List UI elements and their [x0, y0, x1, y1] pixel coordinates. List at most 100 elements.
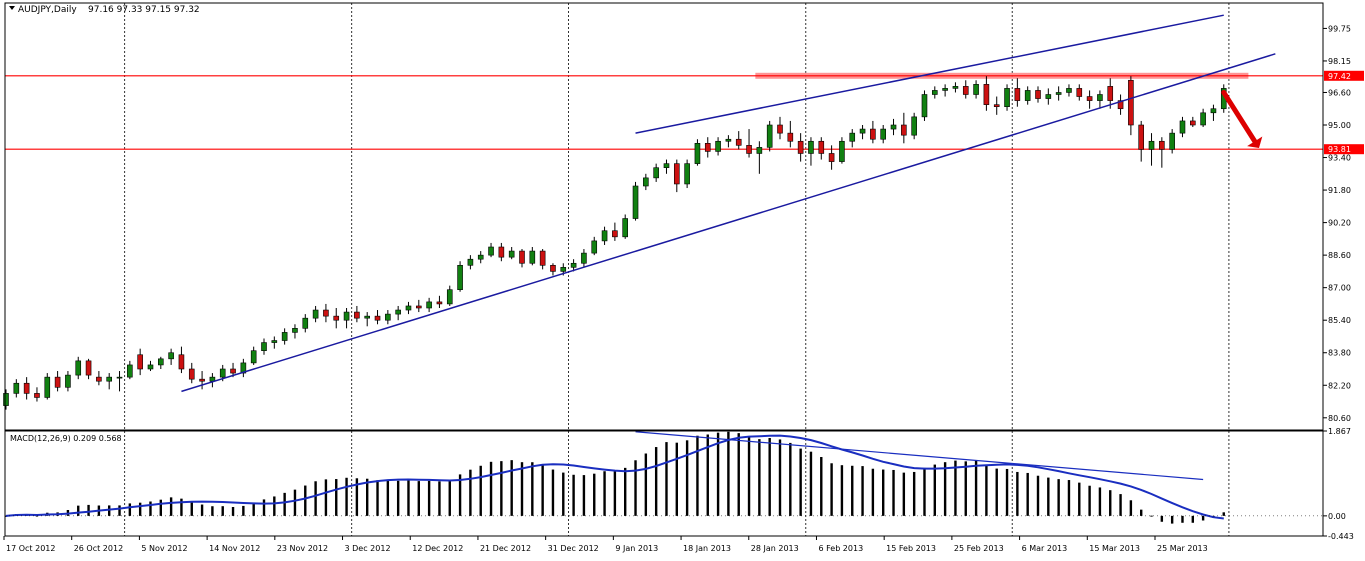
candle-body: [622, 218, 629, 238]
candle: [44, 373, 51, 400]
candle-body: [498, 246, 505, 258]
macd-bar: [231, 507, 235, 516]
candle-body: [870, 128, 876, 140]
candle: [364, 312, 371, 327]
price-tick-label: 93.40: [1328, 154, 1351, 163]
candle-body: [880, 128, 887, 140]
macd-bar: [892, 469, 895, 516]
candle: [880, 125, 887, 144]
macd-bar: [262, 499, 266, 516]
candle-body: [570, 262, 577, 268]
candle-body: [436, 301, 443, 305]
candle: [859, 125, 866, 140]
candle-body: [1066, 88, 1072, 93]
macd-bar: [500, 461, 503, 516]
candle-body: [1169, 132, 1175, 150]
candle-body: [354, 311, 360, 319]
macd-bar: [180, 498, 183, 516]
time-tick-label: 25 Mar 2013: [1157, 544, 1208, 553]
candle-body: [3, 393, 9, 406]
candle: [663, 159, 670, 174]
candle: [415, 299, 422, 313]
candle-body: [1179, 120, 1186, 134]
macd-tick-label: -0.443: [1328, 532, 1354, 541]
macd-label: MACD(12,26,9) 0.209 0.568: [10, 434, 122, 443]
macd-bar: [675, 442, 678, 516]
macd-bar: [716, 432, 720, 516]
macd-tick-label: 1.867: [1328, 427, 1351, 436]
candle: [1076, 84, 1083, 101]
macd-bar: [417, 481, 420, 516]
candle-body: [911, 116, 917, 136]
candle-body: [147, 364, 154, 370]
candle: [1128, 76, 1134, 136]
candle: [601, 226, 608, 245]
candle: [116, 371, 123, 392]
candle: [508, 247, 515, 260]
candle-body: [694, 143, 701, 164]
candle-body: [116, 376, 123, 379]
candle: [993, 96, 1000, 115]
candle-body: [488, 246, 494, 256]
candle: [395, 305, 401, 321]
candle-body: [250, 350, 257, 364]
macd-bar: [727, 431, 730, 516]
candle: [797, 133, 804, 162]
macd-bar: [128, 503, 132, 516]
candle-body: [219, 368, 226, 378]
candle-body: [1128, 79, 1134, 126]
macd-bar: [882, 469, 885, 516]
macd-bar: [87, 504, 90, 516]
candle-body: [663, 163, 670, 168]
candle: [85, 358, 92, 380]
macd-bar: [923, 467, 926, 516]
candle-body: [199, 378, 205, 382]
price-tick-label: 95.00: [1328, 121, 1351, 130]
candle: [973, 80, 979, 99]
macd-bar: [448, 479, 451, 516]
candle-body: [1086, 96, 1093, 101]
macd-bar: [830, 463, 833, 516]
candle: [529, 247, 536, 266]
macd-bar: [1191, 515, 1194, 523]
candle: [653, 163, 659, 182]
candle-body: [240, 362, 247, 374]
macd-bar: [520, 462, 524, 516]
macd-bar: [1088, 485, 1091, 516]
candle-body: [271, 340, 278, 343]
candle-body: [23, 382, 30, 394]
price-tick-label: 91.80: [1328, 186, 1351, 195]
macd-bar: [1047, 477, 1050, 516]
candle-body: [1024, 90, 1031, 101]
candle-body: [601, 230, 608, 242]
candle: [1024, 86, 1031, 105]
macd-bar: [1150, 515, 1153, 517]
candle-body: [158, 358, 164, 366]
candle: [1179, 116, 1186, 138]
candle: [323, 303, 329, 323]
candle-body: [766, 124, 773, 148]
candle: [158, 356, 164, 369]
candle: [890, 118, 897, 136]
candle: [1097, 90, 1103, 109]
candle: [436, 295, 443, 308]
candle: [54, 371, 61, 392]
macd-bar: [871, 468, 875, 516]
macd-bar: [1057, 479, 1060, 516]
macd-bar: [469, 469, 472, 516]
macd-bar: [1181, 515, 1184, 523]
level-price-tag-label: 93.81: [1328, 145, 1351, 154]
candle: [1117, 94, 1124, 115]
candle-body: [1035, 90, 1041, 99]
candle: [1045, 88, 1052, 105]
candle: [612, 222, 618, 241]
price-tick-label: 99.75: [1328, 24, 1351, 33]
candle: [488, 242, 494, 258]
macd-bar: [593, 473, 596, 516]
candle-body: [34, 393, 40, 398]
candle: [271, 336, 278, 349]
candle: [808, 137, 814, 166]
macd-bar: [190, 501, 193, 516]
candle-body: [632, 185, 639, 219]
candle: [942, 84, 948, 97]
